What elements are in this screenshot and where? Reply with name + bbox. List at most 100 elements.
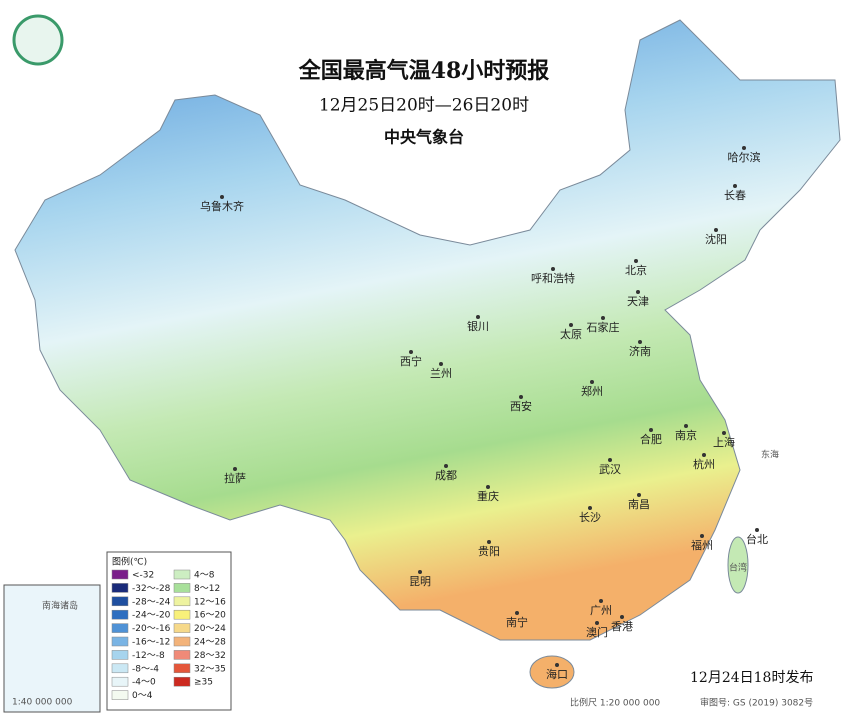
hainan [529,655,575,689]
legend-swatch [111,609,129,620]
city-dot [220,195,224,199]
city-dot [714,228,718,232]
city-label: 拉萨 [224,471,246,485]
city-label: 南京 [675,428,697,442]
city-dot [599,599,603,603]
logo [12,14,64,66]
city-dot [742,146,746,150]
city-label: 杭州 [693,457,715,471]
city-dot [409,350,413,354]
legend-label: -24～-20 [132,611,171,621]
china-map [14,19,841,641]
city-label: 西安 [510,399,532,413]
city-dot [637,493,641,497]
city-dot [595,621,599,625]
city-label: 银川 [467,319,489,333]
legend-label: <-32 [132,571,154,581]
legend-swatch [173,650,191,660]
city-dot [608,458,612,462]
city-dot [636,290,640,294]
city-label: 长沙 [579,511,601,524]
city-label: 广州 [590,604,612,617]
city-label: 上海 [713,435,735,449]
legend-swatch [111,690,129,700]
city-dot [733,184,737,188]
legend-label: 4～8 [194,571,215,581]
city-dot [439,362,443,366]
city-label: 天津 [627,295,649,308]
city-dot [444,464,448,468]
issuer: 中央气象台 [384,128,464,147]
city-dot [590,380,594,384]
inset-box [3,584,101,713]
city-dot [519,395,523,399]
city-label: 南昌 [628,498,650,511]
legend-label: -16～-12 [132,638,170,648]
city-dot [555,663,559,667]
city-label: 西宁 [400,354,422,368]
legend-swatch [111,676,129,687]
legend-swatch [111,583,129,593]
city-dot [601,316,605,320]
city-dot [418,570,422,574]
city-dot [755,528,759,532]
city-label: 福州 [691,538,713,552]
city-dot [634,259,638,263]
inset-title: 南海诸岛 [42,600,78,612]
city-label: 香港 [611,620,633,633]
legend-swatch [173,636,191,647]
city-dot [569,323,573,327]
city-label: 北京 [625,263,647,277]
city-label: 合肥 [640,432,662,446]
legend: <-32 -32～-28 -28～-24 -24～-20 -20～-16 -16～-12 -… [111,569,226,701]
legend-label: -8～-4 [132,664,159,674]
legend-swatch [111,569,129,580]
city-label: 郑州 [581,384,603,398]
legend-label: -4～0 [132,678,156,688]
legend-swatch [173,596,191,607]
city-dot [476,315,480,319]
legend-swatch [111,636,129,647]
legend-swatch [173,623,191,633]
city-label: 武汉 [599,463,621,476]
city-dot [638,340,642,344]
city-dot [515,611,519,615]
title: 全国最高气温48小时预报 [298,58,550,84]
legend-label: ≥35 [194,678,213,688]
legend-swatch [111,663,129,674]
legend-title: 图例(℃) [112,556,147,568]
city-label: 乌鲁木齐 [200,199,244,213]
legend-label: 24～28 [194,638,226,648]
city-label: 澳门 [586,625,608,639]
city-dot [684,424,688,428]
legend-swatch [111,623,129,633]
city-label: 南宁 [506,615,528,629]
legend-swatch [111,650,129,660]
city-label: 太原 [560,328,582,341]
scale: 比例尺 1:20 000 000 [570,697,660,709]
city-label: 哈尔滨 [728,150,761,164]
legend-label: 32～35 [194,664,226,674]
city-label: 石家庄 [587,320,620,334]
city-dot [486,485,490,489]
legend-label: 0～4 [132,691,153,701]
legend-label: 16～20 [194,611,226,621]
legend-swatch [173,609,191,620]
subtitle: 12月25日20时—26日20时 [319,96,529,116]
city-dot [649,428,653,432]
city-label: 昆明 [409,575,431,588]
city-dot [588,506,592,510]
city-dot [233,467,237,471]
city-label: 呼和浩特 [531,271,575,285]
review-number: 审图号: GS (2019) 3082号 [700,697,813,709]
city-dot [700,534,704,538]
legend-swatch [173,583,191,593]
inset-scale: 1:40 000 000 [12,698,73,708]
city-label: 沈阳 [705,232,727,246]
city-label: 兰州 [430,367,452,380]
city-label: 贵阳 [478,545,500,558]
city-label: 济南 [629,344,651,358]
published: 12月24日18时发布 [690,670,813,686]
